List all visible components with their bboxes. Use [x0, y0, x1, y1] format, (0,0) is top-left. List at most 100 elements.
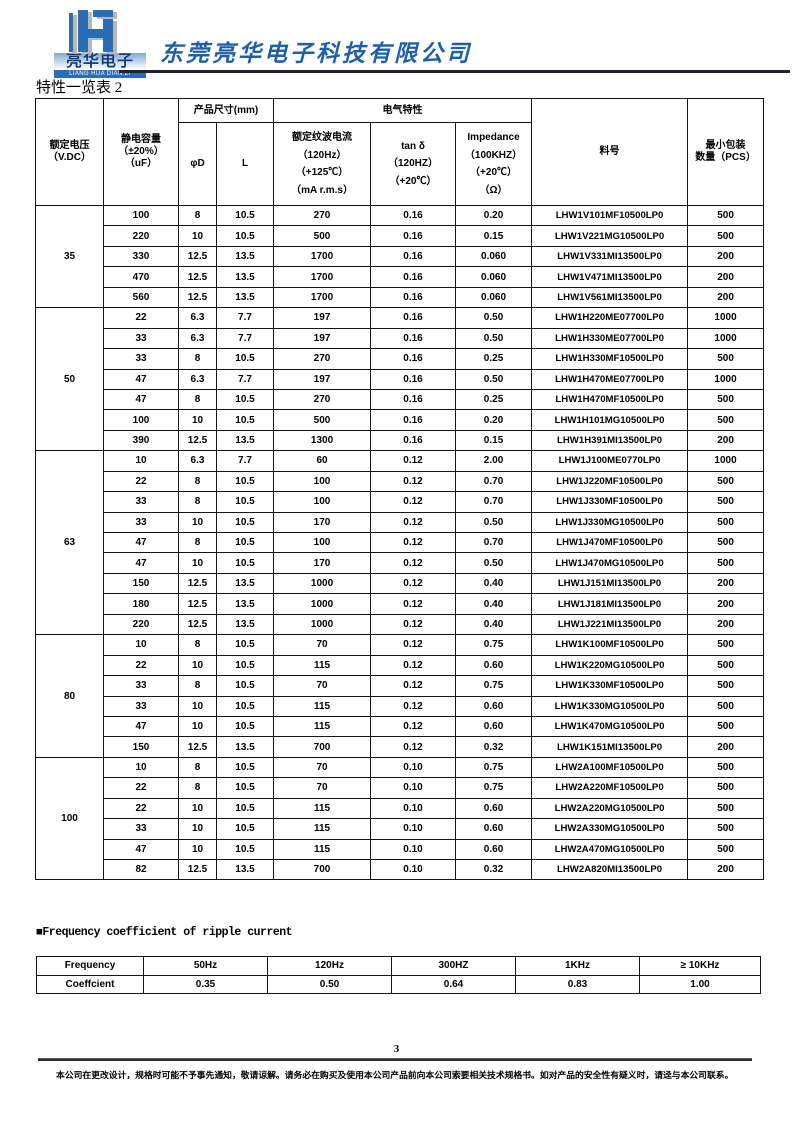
length-cell: 13.5 [215, 572, 275, 595]
frequency-row: Frequency 50Hz 120Hz 300HZ 1KHz ≥ 10KHz [36, 956, 761, 976]
impedance-cell: 0.60 [455, 715, 533, 738]
spec-row: 47 10 10.5 115 0.10 0.60 LHW2A470MG10500LP0 500 [36, 838, 765, 861]
part-number-cell: LHW1K330MG10500LP0 [531, 695, 689, 717]
impedance-cell: 0.50 [455, 552, 533, 574]
part-number-cell: LHW1J100ME0770LP0 [531, 450, 689, 472]
tan-delta-cell: 0.12 [370, 470, 457, 493]
length-cell: 10.5 [215, 818, 275, 840]
frequency-cell: 1KHz [515, 956, 640, 976]
diameter-cell: 10 [178, 838, 217, 861]
pack-qty-cell: 200 [687, 266, 765, 288]
tan-delta-cell: 0.10 [370, 818, 457, 840]
spec-row: 180 12.5 13.5 1000 0.12 0.40 LHW1J181MI13500LP… [36, 593, 765, 615]
pack-qty-cell: 500 [687, 634, 765, 656]
capacitance-cell: 33 [103, 511, 179, 534]
part-number-cell: LHW1J330MG10500LP0 [531, 511, 689, 534]
page-number: 3 [393, 1043, 400, 1055]
length-cell: 10.5 [215, 531, 275, 554]
frequency-cell: 300HZ [391, 956, 516, 976]
pack-qty-cell: 500 [687, 470, 765, 493]
coefficient-cell: 0.50 [267, 974, 392, 994]
capacitance-cell: 47 [103, 552, 179, 574]
length-cell: 10.5 [215, 695, 275, 717]
pack-qty-cell: 500 [687, 695, 765, 717]
tan-delta-cell: 0.16 [370, 245, 457, 268]
spec-row: 80 10 8 10.5 70 0.12 0.75 LHW1K100MF10500LP0 500 [35, 634, 765, 758]
header-rated-voltage: 额定电压 （V.DC） [35, 98, 104, 206]
tan-delta-cell: 0.12 [370, 613, 457, 636]
spec-row: 100 10 10.5 500 0.16 0.20 LHW1H101MG10500LP0 50… [36, 409, 765, 431]
diameter-cell: 6.3 [178, 307, 217, 329]
diameter-cell: 10 [178, 654, 217, 677]
pack-qty-cell: 1000 [687, 368, 765, 390]
impedance-cell: 0.15 [455, 225, 533, 247]
impedance-cell: 0.60 [455, 838, 533, 861]
length-cell: 10.5 [215, 654, 275, 677]
pack-qty-cell: 500 [687, 838, 765, 861]
tan-delta-cell: 0.16 [370, 204, 457, 227]
capacitance-cell: 22 [103, 797, 179, 820]
coefficient-cell: 0.83 [515, 974, 640, 994]
ripple-current-cell: 70 [273, 756, 372, 779]
tan-delta-cell: 0.12 [370, 572, 457, 595]
impedance-cell: 0.40 [455, 593, 533, 615]
capacitance-cell: 220 [103, 613, 179, 636]
spec-row: 330 12.5 13.5 1700 0.16 0.060 LHW1V331MI13500L… [36, 245, 765, 268]
tan-delta-cell: 0.10 [370, 756, 457, 779]
length-cell: 10.5 [215, 225, 275, 247]
pack-qty-cell: 500 [687, 204, 765, 227]
length-cell: 10.5 [215, 838, 275, 861]
tan-delta-cell: 0.12 [370, 654, 457, 677]
company-logo: 亮华电子 LIANG HUA DIAN ZI [54, 10, 146, 78]
part-number-cell: LHW1J470MF10500LP0 [531, 531, 689, 554]
length-cell: 10.5 [215, 797, 275, 820]
ripple-current-cell: 70 [273, 777, 372, 799]
voltage-group-cell: 100 [35, 756, 104, 881]
ripple-current-cell: 115 [273, 838, 372, 861]
lh-monogram-icon [69, 10, 113, 52]
spec-row: 47 8 10.5 270 0.16 0.25 LHW1H470MF10500LP0 500 [36, 388, 765, 411]
part-number-cell: LHW1V101MF10500LP0 [531, 204, 689, 227]
spec-row: 22 10 10.5 115 0.12 0.60 LHW1K220MG10500LP0 500 [36, 654, 765, 677]
part-number-cell: LHW1H101MG10500LP0 [531, 409, 689, 431]
pack-qty-cell: 500 [687, 531, 765, 554]
diameter-cell: 12.5 [178, 613, 217, 636]
pack-qty-cell: 500 [687, 654, 765, 677]
diameter-cell: 10 [178, 797, 217, 820]
ripple-current-cell: 115 [273, 695, 372, 717]
pack-qty-cell: 500 [687, 409, 765, 431]
part-number-cell: LHW2A820MI13500LP0 [531, 858, 689, 881]
ripple-current-cell: 70 [273, 675, 372, 697]
spec-row: 22 8 10.5 70 0.10 0.75 LHW2A220MF10500LP0 500 [36, 777, 765, 799]
diameter-cell: 12.5 [178, 286, 217, 309]
ripple-current-cell: 700 [273, 858, 372, 881]
capacitance-cell: 330 [103, 245, 179, 268]
capacitance-cell: 560 [103, 286, 179, 309]
part-number-cell: LHW1V221MG10500LP0 [531, 225, 689, 247]
pack-qty-cell: 500 [687, 511, 765, 534]
impedance-cell: 0.32 [455, 736, 533, 758]
length-cell: 10.5 [215, 388, 275, 411]
ripple-current-cell: 197 [273, 327, 372, 350]
tan-delta-cell: 0.16 [370, 429, 457, 452]
length-cell: 13.5 [215, 266, 275, 288]
impedance-cell: 0.60 [455, 797, 533, 820]
diameter-cell: 6.3 [178, 368, 217, 390]
pack-qty-cell: 200 [687, 593, 765, 615]
length-cell: 7.7 [215, 450, 275, 472]
impedance-cell: 0.15 [455, 429, 533, 452]
footer-divider [38, 1058, 752, 1061]
header-ripple-current: 额定纹波电流 （120Hz） （+125℃） （mA r.m.s） [273, 122, 372, 206]
page-title: 特性一览表 2 [36, 80, 123, 96]
row-label-cell: Coeffcient [36, 974, 144, 994]
part-number-cell: LHW1H470ME07700LP0 [531, 368, 689, 390]
spec-row: 33 8 10.5 270 0.16 0.25 LHW1H330MF10500LP0 500 [36, 348, 765, 370]
diameter-cell: 10 [178, 715, 217, 738]
spec-row: 35 100 8 10.5 270 0.16 0.20 LHW1V101MF10500LP0 5… [35, 204, 765, 309]
length-cell: 13.5 [215, 593, 275, 615]
pack-qty-cell: 200 [687, 613, 765, 636]
spec-row: 47 8 10.5 100 0.12 0.70 LHW1J470MF10500LP0 500 [36, 531, 765, 554]
spec-row: 63 10 6.3 7.7 60 0.12 2.00 LHW1J100ME0770LP0 100… [35, 450, 765, 636]
capacitance-cell: 47 [103, 368, 179, 390]
diameter-cell: 12.5 [178, 593, 217, 615]
